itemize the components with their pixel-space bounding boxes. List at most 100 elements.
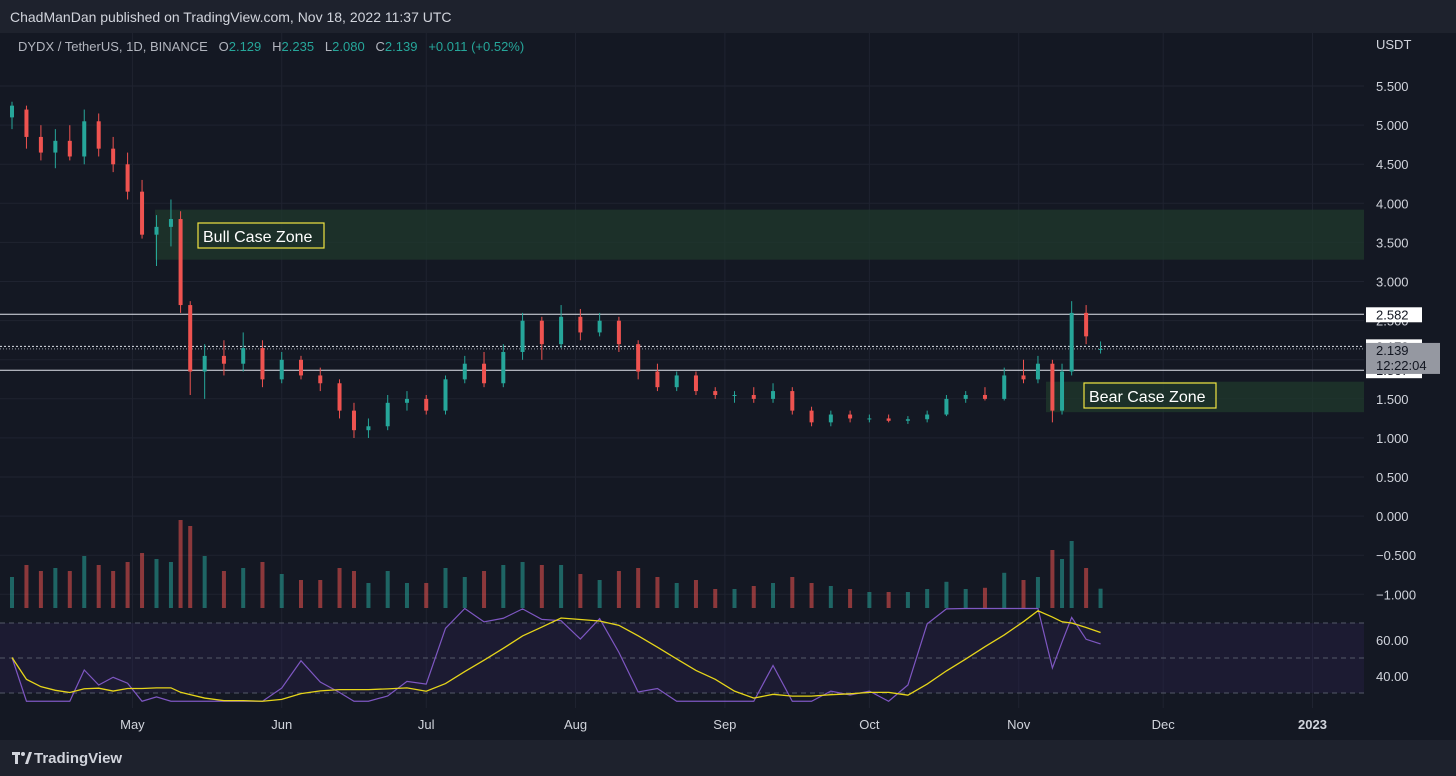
volume-bar (1035, 577, 1040, 608)
volume-bar (867, 592, 872, 608)
volume-bar (1084, 568, 1089, 608)
chart-canvas[interactable]: Bull Case Zone Bear Case Zone USDT 5.500 5.… (0, 33, 1456, 740)
volume-bar (1069, 541, 1074, 608)
volume-bar (111, 571, 116, 608)
time-tick: Sep (713, 717, 736, 732)
candle-body (655, 371, 660, 388)
candle-body (140, 191, 145, 235)
volume-bar (424, 583, 429, 608)
volume-bar (848, 589, 853, 608)
rsi-ma-line (11, 610, 1101, 702)
volume-bar (67, 571, 72, 608)
publish-header: ChadManDan published on TradingView.com,… (0, 0, 1456, 33)
rsi-band (0, 623, 1364, 693)
candle-body (867, 418, 872, 420)
candle-body (24, 109, 29, 137)
candle-body (366, 426, 371, 431)
candle-body (1002, 375, 1007, 399)
volume-bar (241, 568, 246, 608)
price-tick: 0.500 (1376, 470, 1409, 485)
countdown-label: 12:22:04 (1376, 358, 1427, 373)
close-label: C (375, 39, 385, 54)
candle-body (559, 316, 564, 345)
time-tick: Dec (1152, 717, 1176, 732)
volume-bar (299, 580, 303, 608)
brand-name[interactable]: TradingView (34, 750, 123, 767)
volume-bars (10, 520, 1103, 608)
candle-body (520, 320, 525, 352)
price-tick: 5.000 (1376, 118, 1409, 133)
chart-frame[interactable]: Bull Case Zone Bear Case Zone USDT 5.500 5.… (0, 33, 1456, 740)
footer: TradingView (0, 740, 1456, 776)
candle-body (96, 121, 101, 149)
volume-bar (771, 583, 776, 608)
candle-body (597, 320, 602, 333)
volume-bar (404, 583, 409, 608)
price-tick: −1.000 (1376, 587, 1416, 602)
symbol-label[interactable]: DYDX / TetherUS, 1D, BINANCE (18, 39, 208, 54)
volume-bar (178, 520, 183, 608)
price-axis: USDT5.5005.0004.5004.0003.5003.0002.5002… (1376, 37, 1416, 684)
tradingview-logo-icon[interactable] (12, 752, 32, 764)
high-value: 2.235 (281, 39, 315, 54)
price-tick: 1.500 (1376, 392, 1409, 407)
candle-body (578, 316, 583, 333)
volume-bar (790, 577, 795, 608)
candle-body (1060, 371, 1065, 411)
candle-body (1050, 363, 1055, 411)
volume-bar (655, 577, 660, 608)
volume-bar (539, 565, 544, 608)
time-tick: 2023 (1298, 717, 1327, 732)
volume-bar (154, 559, 159, 608)
volume-bar (944, 581, 949, 608)
candle-body (693, 375, 698, 392)
volume-bar (732, 589, 737, 608)
last-price-bg (1366, 342, 1440, 374)
rsi-pane (0, 607, 1364, 702)
candle-body (111, 148, 116, 165)
candle-body (178, 219, 183, 306)
last-price-label: 2.139 (1376, 343, 1409, 358)
volume-bar (828, 586, 833, 608)
volume-bar (462, 577, 467, 608)
candle-body (351, 410, 356, 431)
volume-bar (10, 577, 14, 608)
volume-bar (279, 574, 284, 608)
candle-body (982, 394, 987, 399)
volume-bar (501, 565, 506, 608)
volume-bar (520, 562, 525, 608)
zone-label-box (197, 222, 325, 249)
candle-body (188, 305, 193, 372)
low-value: 2.080 (332, 39, 365, 54)
horizontal-levels (0, 313, 1364, 371)
level-label: 2.582 (1376, 307, 1409, 322)
candle-body (202, 355, 207, 372)
volume-bar (963, 589, 968, 608)
volume-bar (1002, 572, 1007, 608)
candle-body (154, 226, 159, 235)
candle-body (424, 398, 429, 411)
volume-bar (905, 592, 910, 608)
volume-bar (616, 571, 621, 608)
candle-body (828, 414, 833, 423)
volume-bar (351, 571, 356, 608)
volume-bar (96, 565, 101, 608)
candle-body (1069, 312, 1074, 372)
candle-body (1098, 348, 1103, 350)
level-label-bg (1366, 307, 1422, 323)
volume-bar (1050, 550, 1055, 608)
time-tick: Nov (1007, 717, 1031, 732)
candle-body (241, 348, 246, 364)
rsi-tick: 40.00 (1376, 669, 1409, 684)
volume-bar (713, 589, 718, 608)
candle-body (963, 394, 968, 399)
candle-body (905, 419, 910, 421)
publish-info: ChadManDan published on TradingView.com,… (10, 9, 452, 25)
price-tick: 4.000 (1376, 196, 1409, 211)
open-label: O (218, 39, 229, 54)
candle-body (1035, 363, 1040, 380)
price-tick: 4.500 (1376, 157, 1409, 172)
zone-rect (1046, 381, 1364, 413)
price-tick: 5.500 (1376, 79, 1409, 94)
candle-body (337, 383, 342, 411)
